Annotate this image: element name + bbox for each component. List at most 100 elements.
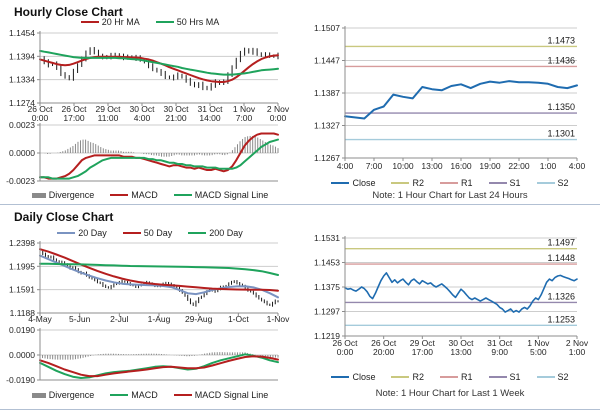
legend-label: MACD Signal Line: [194, 390, 269, 400]
legend-swatch: [439, 182, 458, 184]
svg-text:1.1334: 1.1334: [9, 75, 35, 85]
legend-item-20-day: 20 Day: [57, 228, 107, 238]
weekly-pivot-chart: 1.15311.14531.13751.12971.12191.14971.14…: [314, 233, 589, 357]
daily-chart-title: Daily Close Chart: [14, 210, 114, 224]
daily-macd-legend: Divergence MACD MACD Signal Line: [0, 389, 300, 401]
svg-text:17:00: 17:00: [412, 347, 434, 357]
svg-text:0.0000: 0.0000: [9, 148, 35, 158]
legend-item-macd: MACD: [110, 390, 158, 400]
legend-item-r2: R2: [391, 178, 424, 188]
svg-text:9:00: 9:00: [491, 347, 508, 357]
legend-label: 20 Day: [78, 228, 107, 238]
svg-text:1.1473: 1.1473: [547, 35, 575, 45]
svg-text:14:00: 14:00: [199, 113, 221, 123]
series-macd: [39, 132, 279, 180]
legend-item-close: Close: [331, 372, 375, 382]
legend-label: 50 Day: [143, 228, 173, 238]
svg-text:1.1301: 1.1301: [547, 129, 575, 139]
legend-label: Close: [352, 178, 376, 188]
svg-text:1.1394: 1.1394: [9, 51, 35, 61]
legend-label: S2: [557, 178, 569, 188]
svg-text:30 Oct: 30 Oct: [163, 104, 189, 114]
legend-swatch: [110, 194, 129, 196]
svg-text:13:00: 13:00: [450, 347, 472, 357]
legend-item-20-hr-ma: 20 Hr MA: [80, 17, 140, 27]
svg-text:30 Oct: 30 Oct: [129, 104, 155, 114]
x-axis: 4:00 7:00 10:00 13:00 16:00 19:00 22:00 1:00 4:0…: [337, 158, 586, 171]
legend-label: Divergence: [48, 390, 95, 400]
series-daily-close: [42, 250, 279, 307]
svg-text:19:00: 19:00: [479, 161, 501, 171]
svg-text:5-Jun: 5-Jun: [69, 314, 91, 324]
svg-text:1.1448: 1.1448: [547, 253, 575, 263]
svg-text:2-Jul: 2-Jul: [110, 314, 129, 324]
daily-macd-chart: 0.0190 0.0000 -0.0190: [6, 326, 279, 385]
legend-item-divergence: Divergence: [31, 390, 95, 400]
svg-text:26 Oct: 26 Oct: [332, 338, 358, 348]
daily-close-panel: Daily Close Chart 20 Day 50 Day 200 Day 1.…: [0, 204, 300, 410]
svg-text:22:00: 22:00: [508, 161, 530, 171]
svg-text:1.1326: 1.1326: [547, 291, 575, 301]
hourly-pivot-legend: Close R2 R1 S1 S2: [300, 177, 600, 189]
svg-text:0:00: 0:00: [270, 113, 287, 123]
svg-text:17:00: 17:00: [63, 113, 85, 123]
svg-text:5:00: 5:00: [530, 347, 547, 357]
legend-swatch: [488, 376, 507, 378]
svg-text:4-May: 4-May: [28, 314, 52, 324]
legend-label: 200 Day: [209, 228, 243, 238]
svg-text:2 Nov: 2 Nov: [267, 104, 290, 114]
legend-label: MACD Signal Line: [194, 190, 269, 200]
svg-text:1.1995: 1.1995: [9, 261, 35, 271]
svg-text:1.1297: 1.1297: [314, 307, 340, 317]
svg-text:26 Oct: 26 Oct: [371, 338, 397, 348]
legend-swatch: [57, 232, 76, 234]
svg-text:30 Oct: 30 Oct: [448, 338, 474, 348]
legend-swatch: [155, 21, 174, 23]
svg-text:29-Aug: 29-Aug: [185, 314, 213, 324]
legend-swatch: [536, 182, 555, 184]
svg-text:1-Oct: 1-Oct: [228, 314, 249, 324]
svg-text:1.1327: 1.1327: [314, 121, 340, 131]
legend-item-50-hrs-ma: 50 Hrs MA: [155, 17, 220, 27]
legend-label: MACD: [131, 190, 158, 200]
legend-swatch: [331, 376, 350, 378]
y-axis: 1.1507 1.1447 1.1387 1.1327 1.1267: [314, 23, 577, 163]
svg-text:29 Oct: 29 Oct: [410, 338, 436, 348]
svg-text:1.1253: 1.1253: [547, 314, 575, 324]
svg-text:1.1447: 1.1447: [314, 56, 340, 66]
daily-ma-legend: 20 Day 50 Day 200 Day: [0, 227, 300, 239]
hourly-pivot-note: Note: 1 Hour Chart for Last 24 Hours: [372, 190, 528, 201]
svg-text:0.0190: 0.0190: [9, 326, 35, 335]
svg-text:0:00: 0:00: [337, 347, 354, 357]
legend-item-200-day: 200 Day: [188, 228, 243, 238]
svg-text:1.1436: 1.1436: [547, 55, 575, 65]
svg-text:1.1274: 1.1274: [9, 98, 35, 108]
legend-label: Divergence: [48, 190, 95, 200]
svg-text:10:00: 10:00: [392, 161, 414, 171]
legend-item-macd: MACD: [110, 190, 158, 200]
svg-text:21:00: 21:00: [165, 113, 187, 123]
series-20-day: [39, 254, 279, 299]
svg-text:29 Oct: 29 Oct: [95, 104, 121, 114]
series-macd: [39, 353, 279, 379]
legend-label: R2: [412, 178, 424, 188]
svg-text:20:00: 20:00: [373, 347, 395, 357]
svg-text:1.1453: 1.1453: [314, 258, 340, 268]
series-macd-signal-line: [39, 355, 279, 378]
svg-text:7:00: 7:00: [236, 113, 253, 123]
pivot-lines: 1.1473 1.1436 1.1350 1.1301: [345, 35, 577, 141]
svg-text:1-Aug: 1-Aug: [148, 314, 171, 324]
legend-label: R1: [460, 372, 473, 382]
svg-text:-0.0023: -0.0023: [6, 176, 35, 186]
legend-item-s1: S1: [488, 178, 521, 188]
hourly-ma-legend: 20 Hr MA 50 Hrs MA: [0, 16, 300, 28]
svg-text:1.1454: 1.1454: [9, 28, 35, 38]
legend-label: R1: [460, 178, 473, 188]
series-hourly-close: [43, 47, 279, 91]
series-200-day: [39, 262, 279, 276]
legend-label: 50 Hrs MA: [176, 17, 220, 27]
legend-item-macd-signal-line: MACD Signal Line: [173, 190, 269, 200]
svg-text:1.1497: 1.1497: [547, 238, 575, 248]
